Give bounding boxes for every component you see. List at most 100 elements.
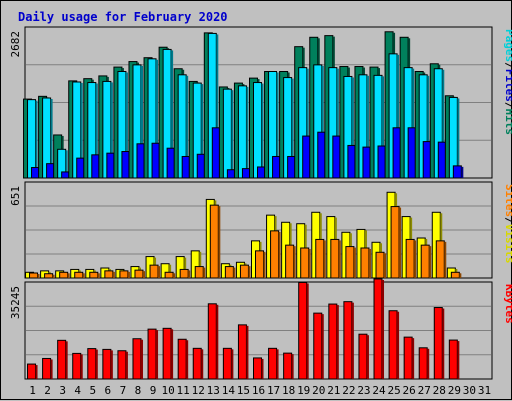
- bar-kbytes-21-body: [328, 303, 338, 380]
- bar-files-11-shadow: [186, 75, 189, 178]
- bar-sites-5: [89, 271, 100, 279]
- bar-sites-20-shadow: [323, 240, 326, 278]
- bar-pages-29: [452, 165, 464, 179]
- x-tick-label: 8: [135, 384, 142, 397]
- bar-kbytes-12-shadow: [201, 349, 204, 379]
- bar-sites-18: [285, 244, 296, 279]
- bar-sites-11-body: [179, 268, 189, 279]
- bar-kbytes-10-shadow: [171, 329, 174, 379]
- bar-kbytes-29-shadow: [457, 341, 460, 379]
- bar-kbytes-25: [388, 310, 400, 380]
- bar-sites-1-shadow: [37, 274, 40, 278]
- bar-sites-21: [330, 238, 341, 279]
- y-max-label: 2682: [9, 31, 22, 58]
- bar-sites-27-body: [420, 244, 430, 279]
- bar-sites-6: [104, 270, 115, 279]
- bar-kbytes-2: [42, 357, 53, 380]
- bar-files-14-body: [222, 88, 232, 179]
- bar-sites-21-shadow: [338, 240, 341, 278]
- bar-visits-12-shadow: [199, 251, 202, 278]
- bar-sites-20-body: [315, 238, 325, 279]
- bar-sites-9-body: [149, 264, 159, 279]
- x-tick-label: 1: [29, 384, 36, 397]
- x-tick-label: 5: [89, 384, 96, 397]
- bar-kbytes-6-body: [102, 348, 112, 380]
- bar-kbytes-14: [222, 347, 234, 380]
- x-tick-label: 30: [463, 384, 476, 397]
- bar-sites-3-shadow: [67, 273, 70, 278]
- bar-kbytes-11-body: [177, 338, 187, 380]
- bar-sites-13-shadow: [218, 206, 221, 278]
- bar-kbytes-7-shadow: [125, 351, 128, 379]
- x-tick-label: 16: [252, 384, 265, 397]
- x-tick-label: 4: [74, 384, 81, 397]
- x-tick-label: 15: [237, 384, 250, 397]
- bar-kbytes-17-body: [268, 347, 278, 380]
- bar-pages-29-body: [452, 165, 462, 179]
- bar-files-25-shadow: [397, 54, 400, 178]
- bar-sites-2-shadow: [52, 274, 55, 278]
- bar-kbytes-15: [237, 324, 249, 380]
- bar-kbytes-6: [102, 348, 113, 380]
- bar-files-22-shadow: [351, 77, 354, 178]
- bar-sites-10-body: [164, 271, 174, 279]
- bar-kbytes-20-body: [313, 312, 323, 380]
- bar-kbytes-27-body: [418, 347, 428, 380]
- x-tick-label: 13: [207, 384, 220, 397]
- x-tick-label: 12: [192, 384, 205, 397]
- y-max-label: 651: [9, 186, 22, 206]
- x-tick-label: 19: [297, 384, 310, 397]
- bar-sites-12: [194, 266, 206, 279]
- bar-kbytes-17-shadow: [276, 349, 279, 379]
- bar-kbytes-7: [117, 350, 128, 380]
- bar-sites-25-shadow: [399, 207, 402, 278]
- bar-kbytes-19-body: [298, 281, 308, 380]
- bar-sites-26: [405, 238, 417, 279]
- bar-files-24-shadow: [382, 76, 385, 178]
- bar-visits-10-shadow: [169, 264, 172, 278]
- bar-kbytes-14-body: [222, 347, 232, 380]
- legend-item: Files: [503, 69, 512, 102]
- bar-sites-15: [239, 264, 251, 279]
- x-tick-label: 11: [177, 384, 190, 397]
- bar-kbytes-1-shadow: [35, 365, 38, 379]
- bar-kbytes-21: [328, 303, 339, 380]
- bar-sites-28-body: [435, 240, 445, 279]
- bar-files-15-body: [237, 85, 247, 179]
- bar-sites-5-shadow: [97, 273, 100, 278]
- bar-kbytes-19: [298, 281, 309, 380]
- bar-sites-17: [270, 230, 281, 279]
- bar-sites-21-body: [330, 238, 340, 279]
- bar-sites-14: [224, 266, 236, 279]
- bar-files-9-shadow: [156, 59, 159, 178]
- x-tick-label: 9: [150, 384, 157, 397]
- bar-sites-13: [209, 204, 221, 279]
- bar-sites-29-body: [450, 271, 460, 279]
- bar-kbytes-27: [418, 347, 430, 380]
- bar-kbytes-21-shadow: [336, 305, 339, 379]
- bar-kbytes-16-body: [253, 357, 262, 380]
- x-tick-label: 17: [267, 384, 280, 397]
- bar-kbytes-22-body: [343, 301, 353, 380]
- bar-sites-22-body: [345, 246, 355, 279]
- bar-sites-24: [375, 251, 387, 279]
- bar-kbytes-1: [27, 363, 38, 380]
- bar-kbytes-13: [207, 303, 219, 380]
- bar-kbytes-28: [433, 307, 445, 380]
- bar-kbytes-3-shadow: [65, 341, 68, 379]
- bar-kbytes-9-shadow: [156, 330, 159, 379]
- bar-sites-26-shadow: [414, 240, 417, 278]
- bar-files-1: [27, 99, 38, 179]
- bar-kbytes-11-shadow: [186, 340, 189, 379]
- x-tick-label: 21: [327, 384, 340, 397]
- bar-kbytes-12-body: [192, 347, 202, 380]
- bar-kbytes-26: [403, 336, 415, 380]
- bar-files-16-body: [253, 82, 262, 179]
- x-tick-label: 27: [418, 384, 431, 397]
- bar-kbytes-2-shadow: [50, 359, 53, 379]
- legend-kbytes: KBytes: [503, 284, 512, 324]
- bar-sites-4-body: [74, 271, 84, 279]
- bar-sites-8-body: [134, 269, 144, 279]
- bar-files-19-shadow: [306, 68, 309, 178]
- bar-sites-15-body: [239, 264, 249, 279]
